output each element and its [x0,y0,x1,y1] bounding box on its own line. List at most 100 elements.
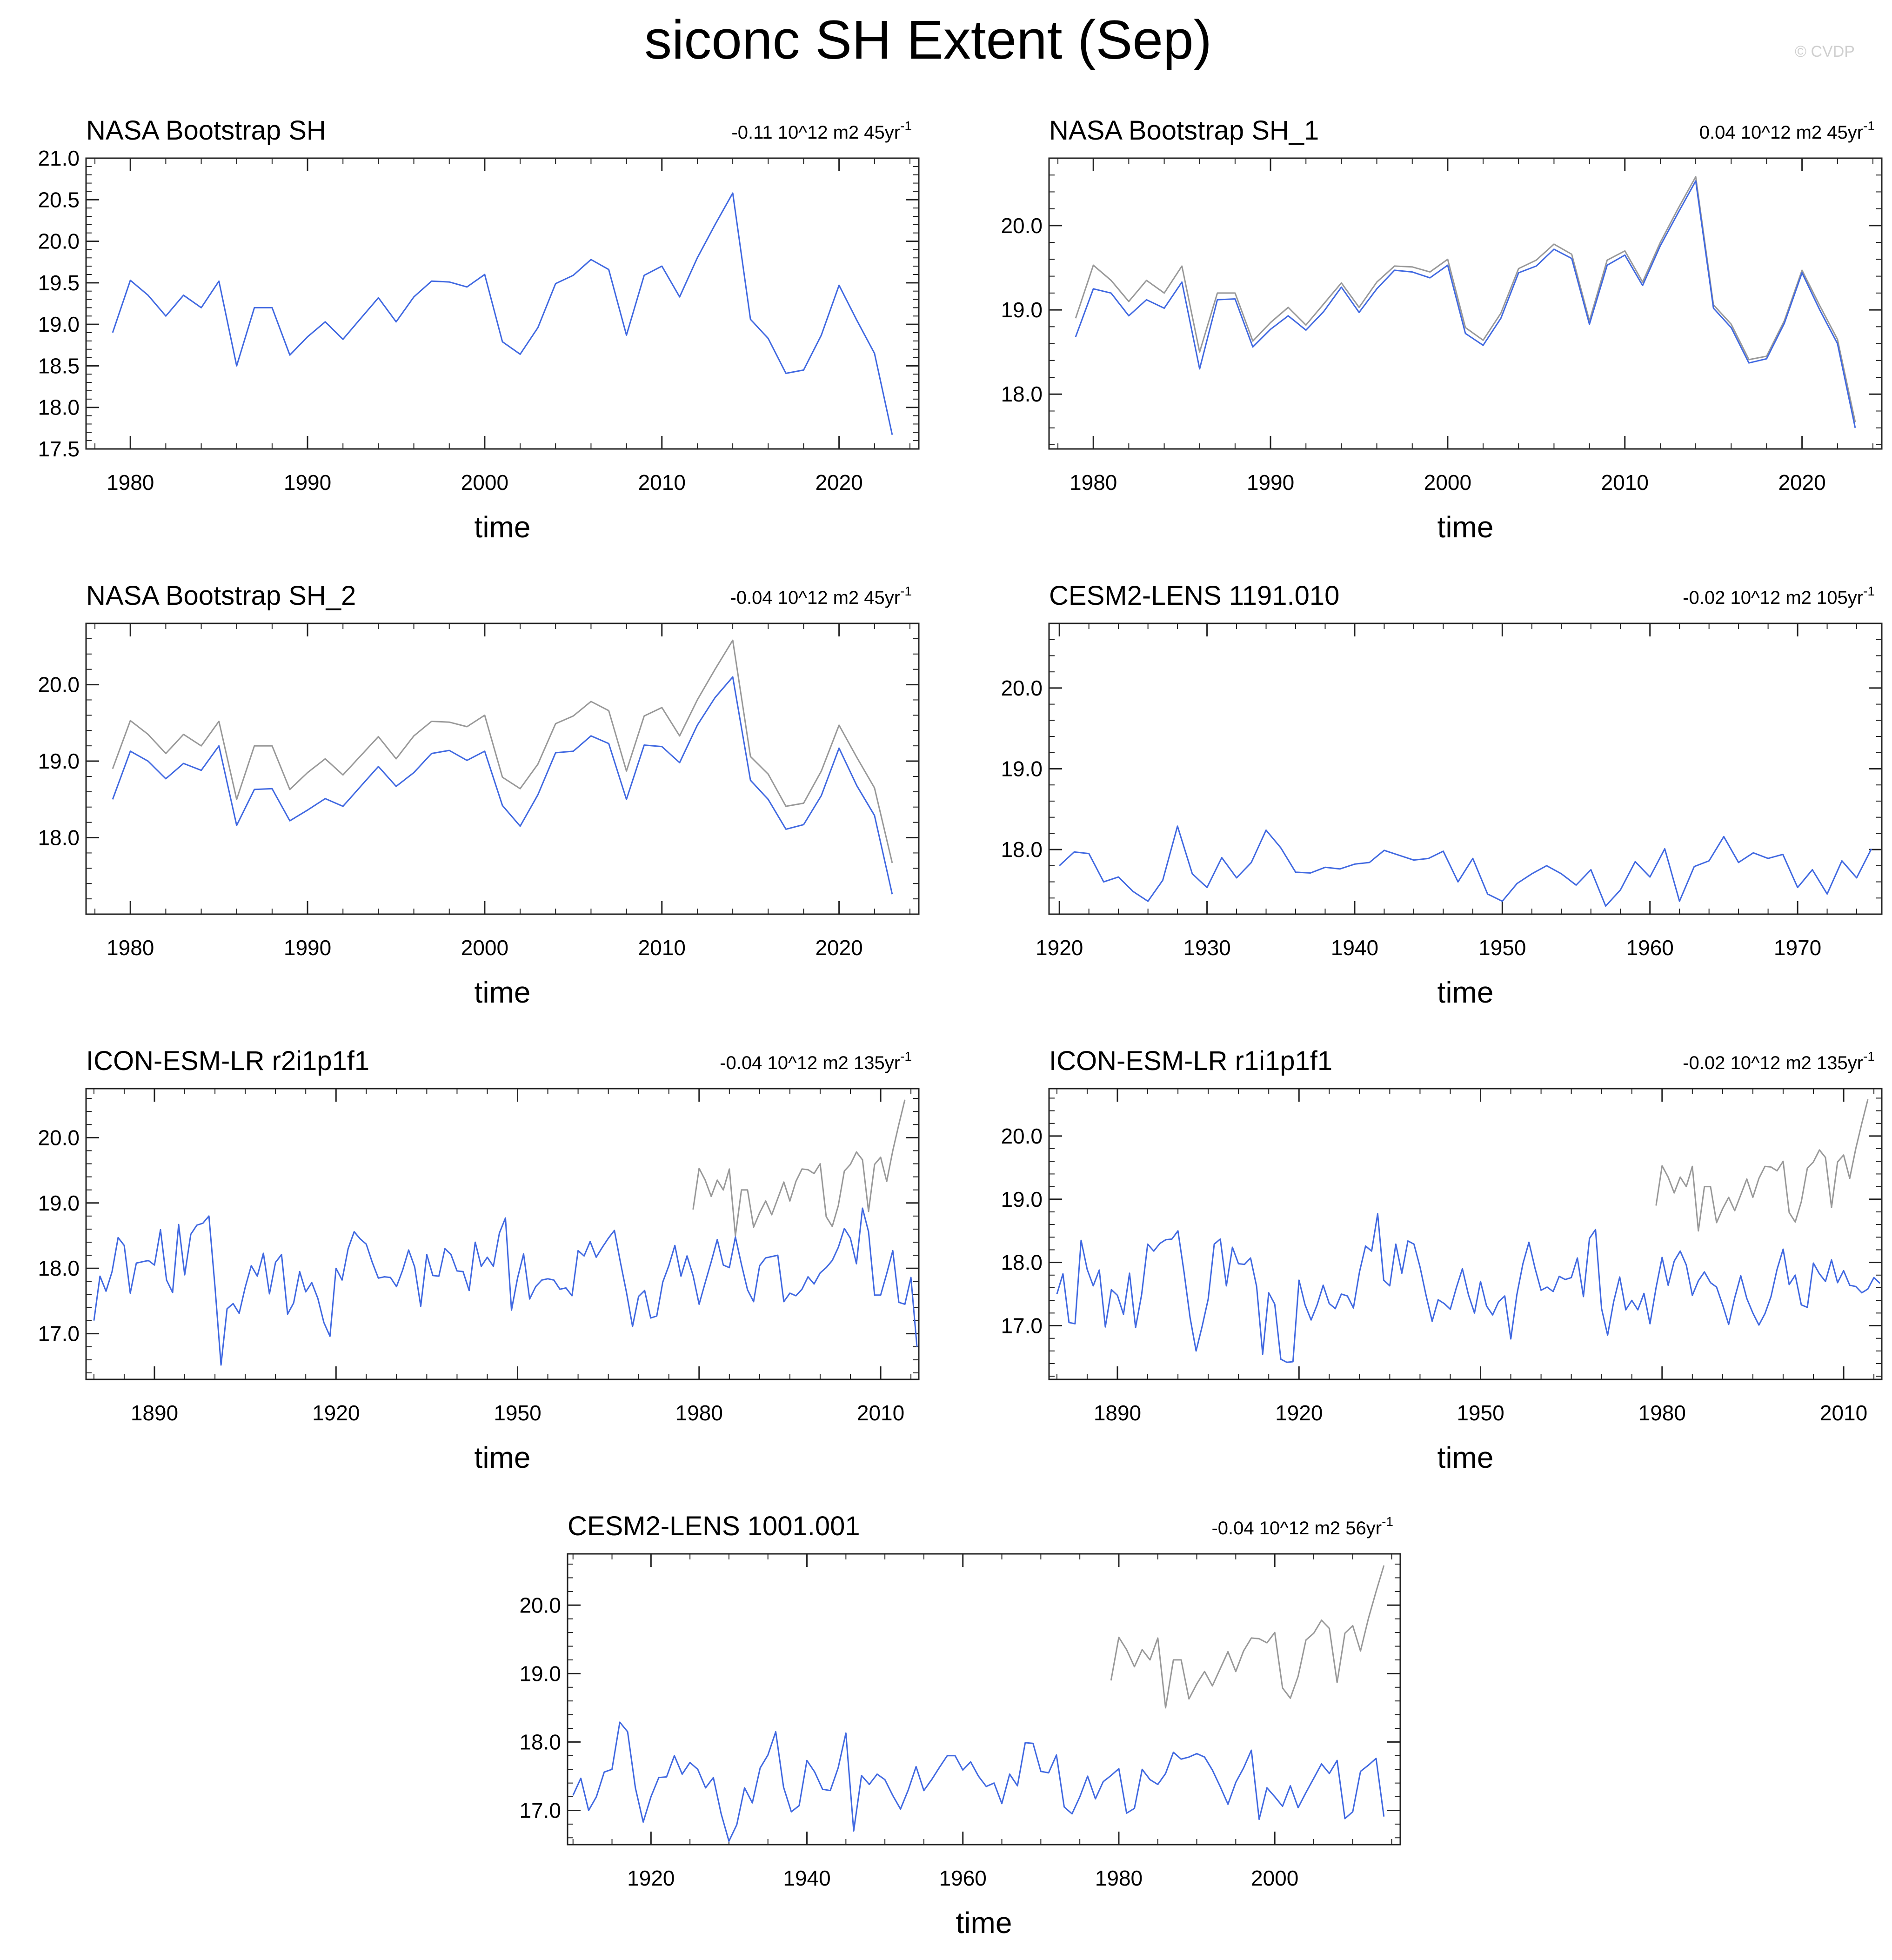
model-series-line [93,1207,918,1366]
trend-label: -0.04 10^12 m2 45yr-1 [730,584,912,608]
chart-svg: CESM2-LENS 1001.001 -0.04 10^12 m2 56yr-1… [519,1511,1401,1940]
x-tick-label: 1890 [1094,1401,1141,1425]
trend-label: 0.04 10^12 m2 45yr-1 [1699,119,1875,143]
x-tick-label: 2020 [1778,470,1825,495]
trend-value: -0.11 10^12 m2 45yr [731,122,900,143]
panel-nasa-bootstrap-sh-1: NASA Bootstrap SH_1 0.04 10^12 m2 45yr-1 1… [963,93,1889,558]
page-title: siconc SH Extent (Sep) [644,9,1212,71]
y-tick-label: 19.0 [38,312,80,336]
panel-cesm2-lens-1191-010: CESM2-LENS 1191.010 -0.02 10^12 m2 105yr-… [963,558,1889,1023]
trend-value: -0.02 10^12 m2 105yr [1683,588,1863,608]
x-tick-label: 2010 [638,936,686,960]
x-tick-label: 1990 [284,470,331,495]
x-tick-label: 1960 [939,1866,987,1890]
panel-nasa-bootstrap-sh: NASA Bootstrap SH -0.11 10^12 m2 45yr-1 17… [0,93,926,558]
panel-icon-esm-lr-r2i1p1f1: ICON-ESM-LR r2i1p1f1 -0.04 10^12 m2 135yr… [0,1023,926,1489]
plot-frame [1048,157,1883,450]
x-tick-label: 1920 [312,1401,360,1425]
observed-series-line [1655,1099,1869,1232]
y-tick-label: 17.0 [38,1322,80,1346]
y-tick-label: 17.5 [38,437,80,461]
trend-exponent: -1 [1863,119,1875,133]
plot-frame [1048,1088,1883,1380]
panel-cesm2-lens-1001-001: CESM2-LENS 1001.001 -0.04 10^12 m2 56yr-1… [481,1489,1407,1954]
chart-svg: CESM2-LENS 1191.010 -0.02 10^12 m2 105yr-… [1001,581,1883,1009]
x-tick-label: 2010 [857,1401,904,1425]
model-series-line [112,676,893,895]
x-tick-label: 1970 [1774,936,1821,960]
trend-value: -0.04 10^12 m2 135yr [720,1053,900,1073]
trend-exponent: -1 [1382,1514,1393,1529]
y-tick-label: 20.0 [38,1125,80,1150]
x-axis-label: time [1437,510,1494,544]
x-tick-label: 2010 [1820,1401,1867,1425]
x-tick-label: 1990 [284,936,331,960]
y-tick-label: 19.0 [1001,1187,1043,1211]
observed-series-line [112,639,893,863]
x-tick-label: 2000 [461,936,508,960]
y-tick-label: 18.0 [1001,382,1043,406]
model-series-line [112,192,893,435]
x-tick-label: 1980 [1095,1866,1143,1890]
chart-title: ICON-ESM-LR r2i1p1f1 [86,1046,369,1076]
x-tick-label: 1990 [1247,470,1294,495]
x-axis-label: time [475,510,531,544]
y-tick-label: 18.0 [519,1730,561,1754]
y-tick-label: 20.0 [1001,676,1043,700]
observed-series-line [1110,1565,1385,1709]
panel-icon-esm-lr-r1i1p1f1: ICON-ESM-LR r1i1p1f1 -0.02 10^12 m2 135yr… [963,1023,1889,1489]
x-tick-label: 1950 [1457,1401,1504,1425]
chart-title: NASA Bootstrap SH_1 [1049,115,1319,146]
y-tick-label: 18.0 [1001,1251,1043,1275]
x-tick-label: 1980 [1070,470,1117,495]
x-axis-label: time [475,976,531,1009]
x-tick-label: 1980 [675,1401,723,1425]
plot-frame [85,622,920,915]
trend-value: -0.02 10^12 m2 135yr [1683,1053,1863,1073]
x-tick-label: 2000 [1251,1866,1298,1890]
model-series-line [1056,1213,1881,1363]
y-tick-label: 19.5 [38,271,80,295]
x-tick-label: 1930 [1183,936,1230,960]
x-tick-label: 1950 [1478,936,1526,960]
y-tick-label: 20.0 [519,1593,561,1617]
y-tick-label: 17.0 [1001,1314,1043,1338]
trend-label: -0.02 10^12 m2 105yr-1 [1683,584,1875,608]
chart-title: NASA Bootstrap SH_2 [86,581,356,611]
y-tick-label: 19.0 [1001,757,1043,781]
trend-exponent: -1 [900,584,912,598]
x-tick-label: 1940 [783,1866,830,1890]
y-tick-label: 20.5 [38,187,80,212]
model-series-line [1059,825,1872,907]
plot-frame [85,157,920,450]
trend-exponent: -1 [1863,584,1875,598]
y-tick-label: 19.0 [519,1661,561,1686]
x-tick-label: 2010 [638,470,686,495]
y-tick-label: 20.0 [38,229,80,254]
x-tick-label: 1980 [107,470,154,495]
chart-svg: ICON-ESM-LR r1i1p1f1 -0.02 10^12 m2 135yr… [1001,1046,1883,1474]
chart-title: CESM2-LENS 1001.001 [568,1511,860,1541]
x-tick-label: 2000 [1424,470,1471,495]
x-tick-label: 2010 [1601,470,1649,495]
plot-frame [85,1088,920,1380]
x-tick-label: 1960 [1626,936,1674,960]
x-tick-label: 1980 [1638,1401,1686,1425]
model-series-line [1075,180,1856,428]
x-tick-label: 2000 [461,470,508,495]
chart-title: CESM2-LENS 1191.010 [1049,581,1339,611]
chart-svg: NASA Bootstrap SH -0.11 10^12 m2 45yr-1 17… [38,115,920,544]
x-tick-label: 1920 [1275,1401,1323,1425]
x-tick-label: 1890 [131,1401,178,1425]
y-tick-label: 18.0 [38,1256,80,1280]
y-tick-label: 19.0 [1001,298,1043,322]
x-tick-label: 1920 [627,1866,675,1890]
chart-title: ICON-ESM-LR r1i1p1f1 [1049,1046,1332,1076]
y-tick-label: 19.0 [38,749,80,773]
x-tick-label: 1950 [494,1401,541,1425]
trend-value: -0.04 10^12 m2 45yr [730,588,900,608]
model-series-line [572,1721,1385,1842]
y-tick-label: 18.0 [38,826,80,850]
credit-watermark: © CVDP [1795,43,1855,60]
y-tick-label: 18.5 [38,354,80,378]
